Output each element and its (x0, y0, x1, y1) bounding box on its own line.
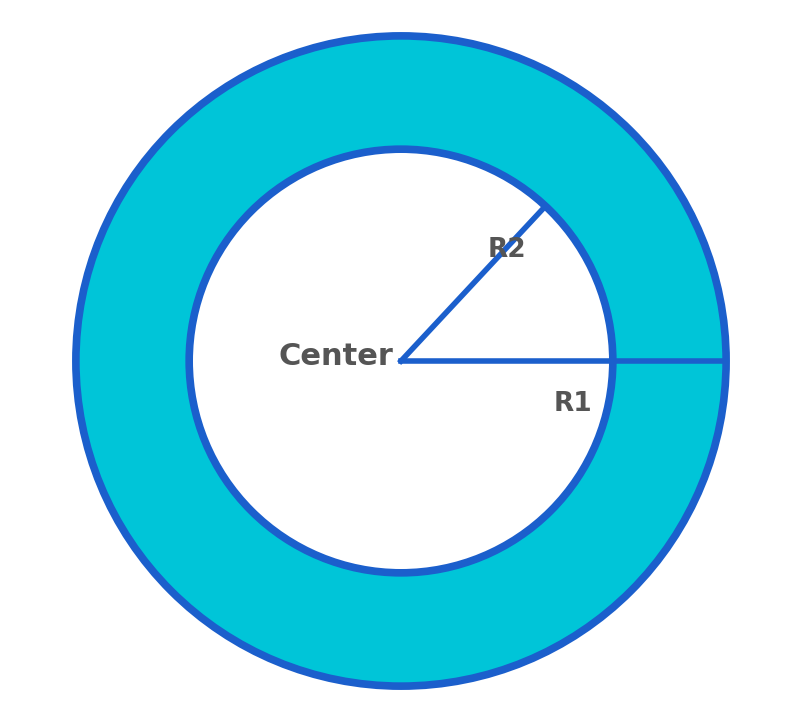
Text: Center: Center (278, 342, 393, 370)
Text: R1: R1 (553, 391, 592, 417)
Circle shape (189, 149, 613, 573)
Text: R2: R2 (488, 237, 527, 263)
Circle shape (76, 36, 726, 686)
